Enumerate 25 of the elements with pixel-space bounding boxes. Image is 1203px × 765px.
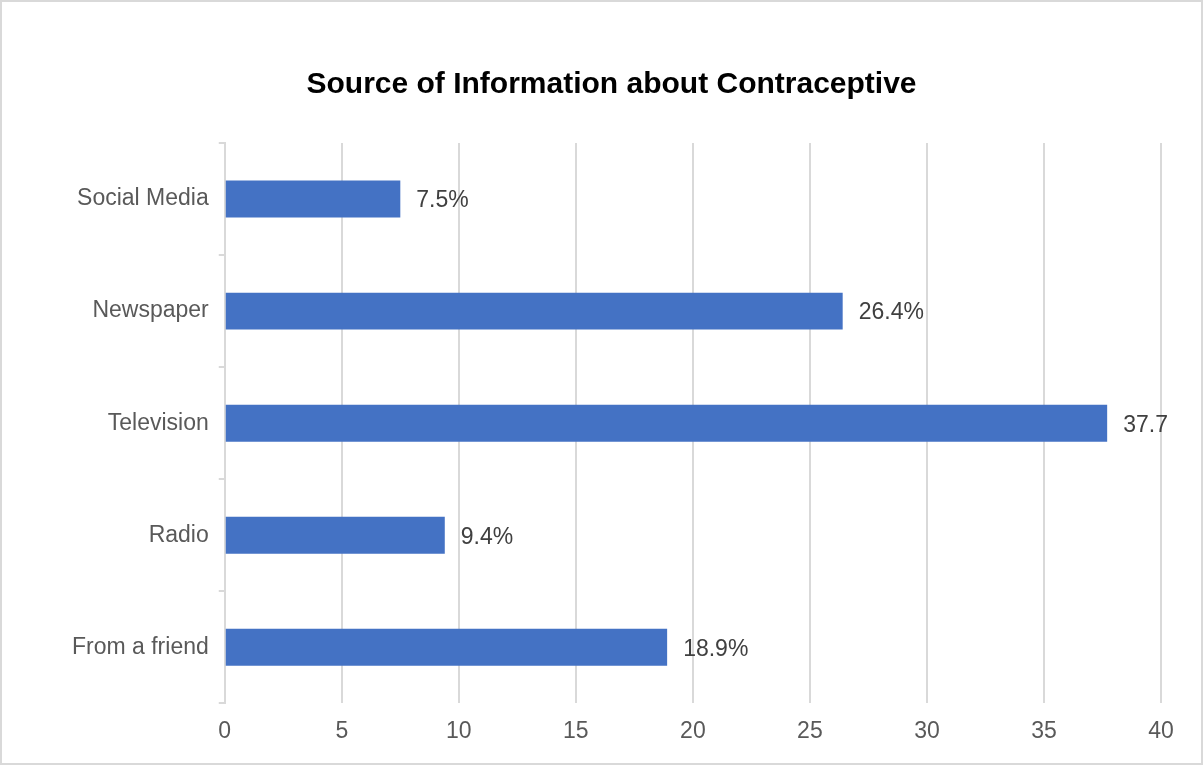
bar xyxy=(225,180,401,218)
x-tick-label: 40 xyxy=(1148,716,1174,743)
x-tick-label: 35 xyxy=(1031,716,1057,743)
x-tick-label: 5 xyxy=(335,716,349,743)
bar xyxy=(225,516,445,554)
data-label: 18.9% xyxy=(683,634,749,661)
x-tick-label: 25 xyxy=(797,716,823,743)
x-tick-label: 20 xyxy=(680,716,706,743)
x-tick-label: 0 xyxy=(218,716,232,743)
y-tick-label: Social Media xyxy=(77,184,209,211)
bar xyxy=(225,404,1108,442)
y-tick-label: From a friend xyxy=(72,632,209,659)
bar xyxy=(225,628,668,666)
y-tick-label: Television xyxy=(107,408,209,435)
bar xyxy=(225,292,843,330)
x-tick-label: 30 xyxy=(914,716,940,743)
x-tick-label: 15 xyxy=(563,716,589,743)
data-label: 7.5% xyxy=(416,186,469,213)
data-label: 9.4% xyxy=(460,522,514,549)
x-tick-label: 10 xyxy=(446,716,472,743)
chart-title: Source of Information about Contraceptive xyxy=(306,66,917,100)
data-label: 37.7 xyxy=(1123,410,1168,437)
y-tick-label: Radio xyxy=(148,520,209,547)
data-label: 26.4% xyxy=(858,298,924,325)
y-tick-label: Newspaper xyxy=(92,296,210,323)
